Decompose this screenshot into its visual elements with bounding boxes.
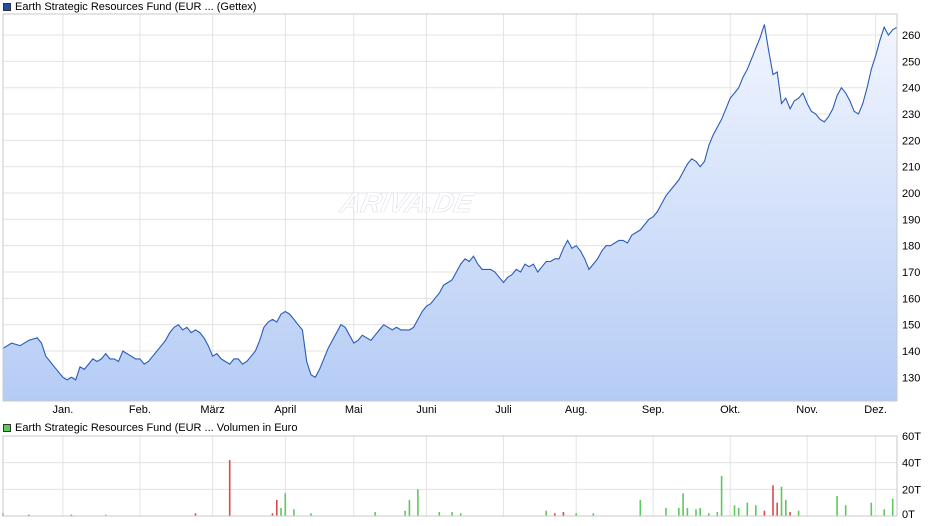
- price-x-tick-label: Feb.: [129, 404, 151, 416]
- volume-bar: [836, 496, 838, 516]
- volume-y-tick-label: 40T: [902, 458, 921, 470]
- volume-bar: [785, 500, 787, 516]
- price-x-tick-label: April: [274, 404, 296, 416]
- volume-bar: [545, 510, 547, 516]
- volume-bar: [70, 514, 73, 516]
- volume-bar: [451, 512, 453, 516]
- price-y-tick-label: 150: [902, 320, 920, 332]
- volume-bar: [780, 486, 783, 516]
- price-plot-frame: [2, 13, 898, 402]
- volume-bar: [686, 508, 689, 516]
- price-x-tick-label: Jan.: [52, 404, 73, 416]
- volume-bar: [194, 513, 197, 516]
- volume-bar: [276, 500, 278, 516]
- volume-bar: [408, 500, 411, 516]
- volume-bar: [438, 512, 441, 516]
- volume-bar: [562, 512, 565, 516]
- volume-bars: [2, 460, 894, 516]
- volume-bar: [708, 513, 710, 516]
- volume-bar: [720, 476, 723, 516]
- volume-bar: [404, 510, 406, 516]
- volume-bar: [733, 505, 736, 516]
- price-y-tick-label: 200: [902, 188, 920, 200]
- volume-bar: [417, 489, 419, 516]
- price-y-tick-label: 250: [902, 56, 920, 68]
- volume-grid: [3, 435, 897, 517]
- price-x-tick-label: Mai: [345, 404, 363, 416]
- price-y-tick-label: 140: [902, 346, 920, 358]
- volume-bar: [678, 508, 680, 516]
- price-line: [2, 24, 898, 381]
- volume-bar: [746, 502, 749, 516]
- volume-y-axis: 0T 20T 40T 60T: [902, 431, 921, 521]
- volume-bar: [776, 502, 778, 516]
- volume-plot-frame: [2, 435, 898, 517]
- volume-bar: [639, 500, 642, 516]
- price-x-tick-label: Juli: [495, 404, 512, 416]
- price-y-tick-label: 180: [902, 241, 920, 253]
- price-x-tick-label: Okt.: [720, 404, 740, 416]
- volume-bar: [699, 508, 701, 516]
- volume-y-tick-label: 20T: [902, 484, 921, 496]
- price-x-tick-label: Juni: [416, 404, 436, 416]
- volume-bar: [763, 510, 766, 516]
- volume-bar: [284, 493, 287, 516]
- volume-legend-label: Earth Strategic Resources Fund (EUR ... …: [15, 422, 298, 434]
- price-x-tick-label: Aug.: [565, 404, 588, 416]
- volume-bar: [459, 513, 462, 516]
- price-y-axis: 130 140 150 160 170 180 190 200 210 220 230 240 250 2…: [902, 30, 920, 384]
- price-x-tick-label: März: [200, 404, 224, 416]
- price-y-tick-label: 210: [902, 162, 920, 174]
- volume-bar: [789, 512, 791, 516]
- price-x-axis: Jan. Feb. März April Mai Juni Juli Aug. Sep. Okt.…: [52, 404, 886, 416]
- volume-bar: [374, 512, 376, 516]
- volume-bar: [271, 513, 274, 516]
- volume-legend: Earth Strategic Resources Fund (EUR ... …: [3, 422, 297, 435]
- volume-bar: [104, 514, 107, 516]
- volume-bar: [797, 510, 800, 516]
- volume-bar: [737, 508, 740, 516]
- volume-bar: [844, 505, 847, 516]
- volume-bar: [870, 502, 873, 516]
- volume-legend-swatch: [3, 424, 11, 432]
- volume-bar: [772, 485, 774, 516]
- volume-bar: [883, 509, 885, 516]
- price-y-tick-label: 260: [902, 30, 920, 42]
- price-legend-label: Earth Strategic Resources Fund (EUR ... …: [15, 1, 257, 13]
- volume-bar: [665, 508, 667, 516]
- volume-bar: [554, 513, 556, 516]
- volume-y-tick-label: 60T: [902, 431, 921, 443]
- watermark: ARIVA.DE: [337, 186, 477, 218]
- volume-bar: [755, 505, 757, 516]
- price-x-tick-label: Dez.: [864, 404, 887, 416]
- volume-bar: [575, 513, 577, 516]
- price-y-tick-label: 130: [902, 372, 920, 384]
- volume-bar: [280, 508, 282, 516]
- volume-bar: [695, 509, 697, 516]
- price-x-tick-label: Nov.: [796, 404, 818, 416]
- volume-bar: [716, 512, 719, 516]
- price-y-tick-label: 190: [902, 214, 920, 226]
- price-legend-swatch: [3, 3, 11, 11]
- volume-bar: [228, 460, 231, 516]
- volume-bar: [27, 514, 30, 516]
- price-area: [3, 24, 897, 401]
- price-legend: Earth Strategic Resources Fund (EUR ... …: [3, 1, 256, 14]
- volume-bar: [592, 513, 595, 516]
- price-y-tick-label: 220: [902, 135, 920, 147]
- price-y-tick-label: 240: [902, 83, 920, 95]
- price-y-tick-label: 170: [902, 267, 920, 279]
- price-y-tick-label: 230: [902, 109, 920, 121]
- price-y-tick-label: 160: [902, 293, 920, 305]
- volume-y-tick-label: 0T: [902, 509, 915, 521]
- volume-bar: [310, 513, 312, 516]
- volume-bar: [891, 498, 894, 516]
- volume-bar: [293, 509, 295, 516]
- price-x-tick-label: Sep.: [642, 404, 665, 416]
- volume-bar: [682, 493, 684, 516]
